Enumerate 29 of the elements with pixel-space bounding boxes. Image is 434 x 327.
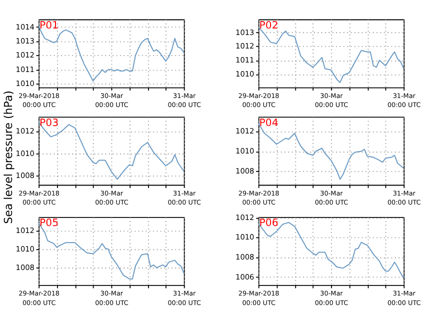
y-tick-label: 1010 (16, 148, 35, 158)
y-tick-label: 1012 (236, 42, 254, 51)
y-tick-label: 1011 (16, 64, 34, 74)
y-tick-label: 1008 (16, 171, 35, 180)
y-tick-label: 1014 (16, 22, 35, 32)
y-tick-label: 1012 (16, 50, 34, 60)
y-tick-label: 1008 (236, 252, 255, 262)
y-axis-title: Sea level pressure (hPa) (2, 90, 15, 224)
y-tick-label: 1010 (236, 69, 255, 78)
y-tick-label: 1008 (16, 263, 35, 272)
y-tick-label: 1010 (236, 232, 255, 242)
y-tick-label: 1010 (236, 146, 255, 156)
y-tick-label: 1006 (236, 272, 255, 282)
y-tick-label: 1008 (236, 166, 255, 176)
chart-title: P05 (40, 218, 59, 230)
y-tick-label: 1012 (236, 212, 254, 222)
chart-title: P01 (40, 20, 59, 32)
y-tick-label: 1013 (236, 28, 255, 37)
y-tick-label: 1012 (16, 126, 34, 136)
y-tick-label: 1012 (16, 226, 34, 235)
y-tick-label: 1011 (236, 56, 254, 65)
y-tick-label: 1010 (16, 79, 35, 88)
y-tick-label: 1012 (236, 126, 254, 136)
chart-title: P03 (40, 118, 59, 129)
chart-title: P02 (259, 20, 278, 32)
y-tick-label: 1010 (16, 244, 35, 254)
y-tick-label: 1013 (16, 36, 35, 46)
chart-title: P04 (259, 118, 278, 129)
chart-title: P06 (259, 218, 278, 230)
